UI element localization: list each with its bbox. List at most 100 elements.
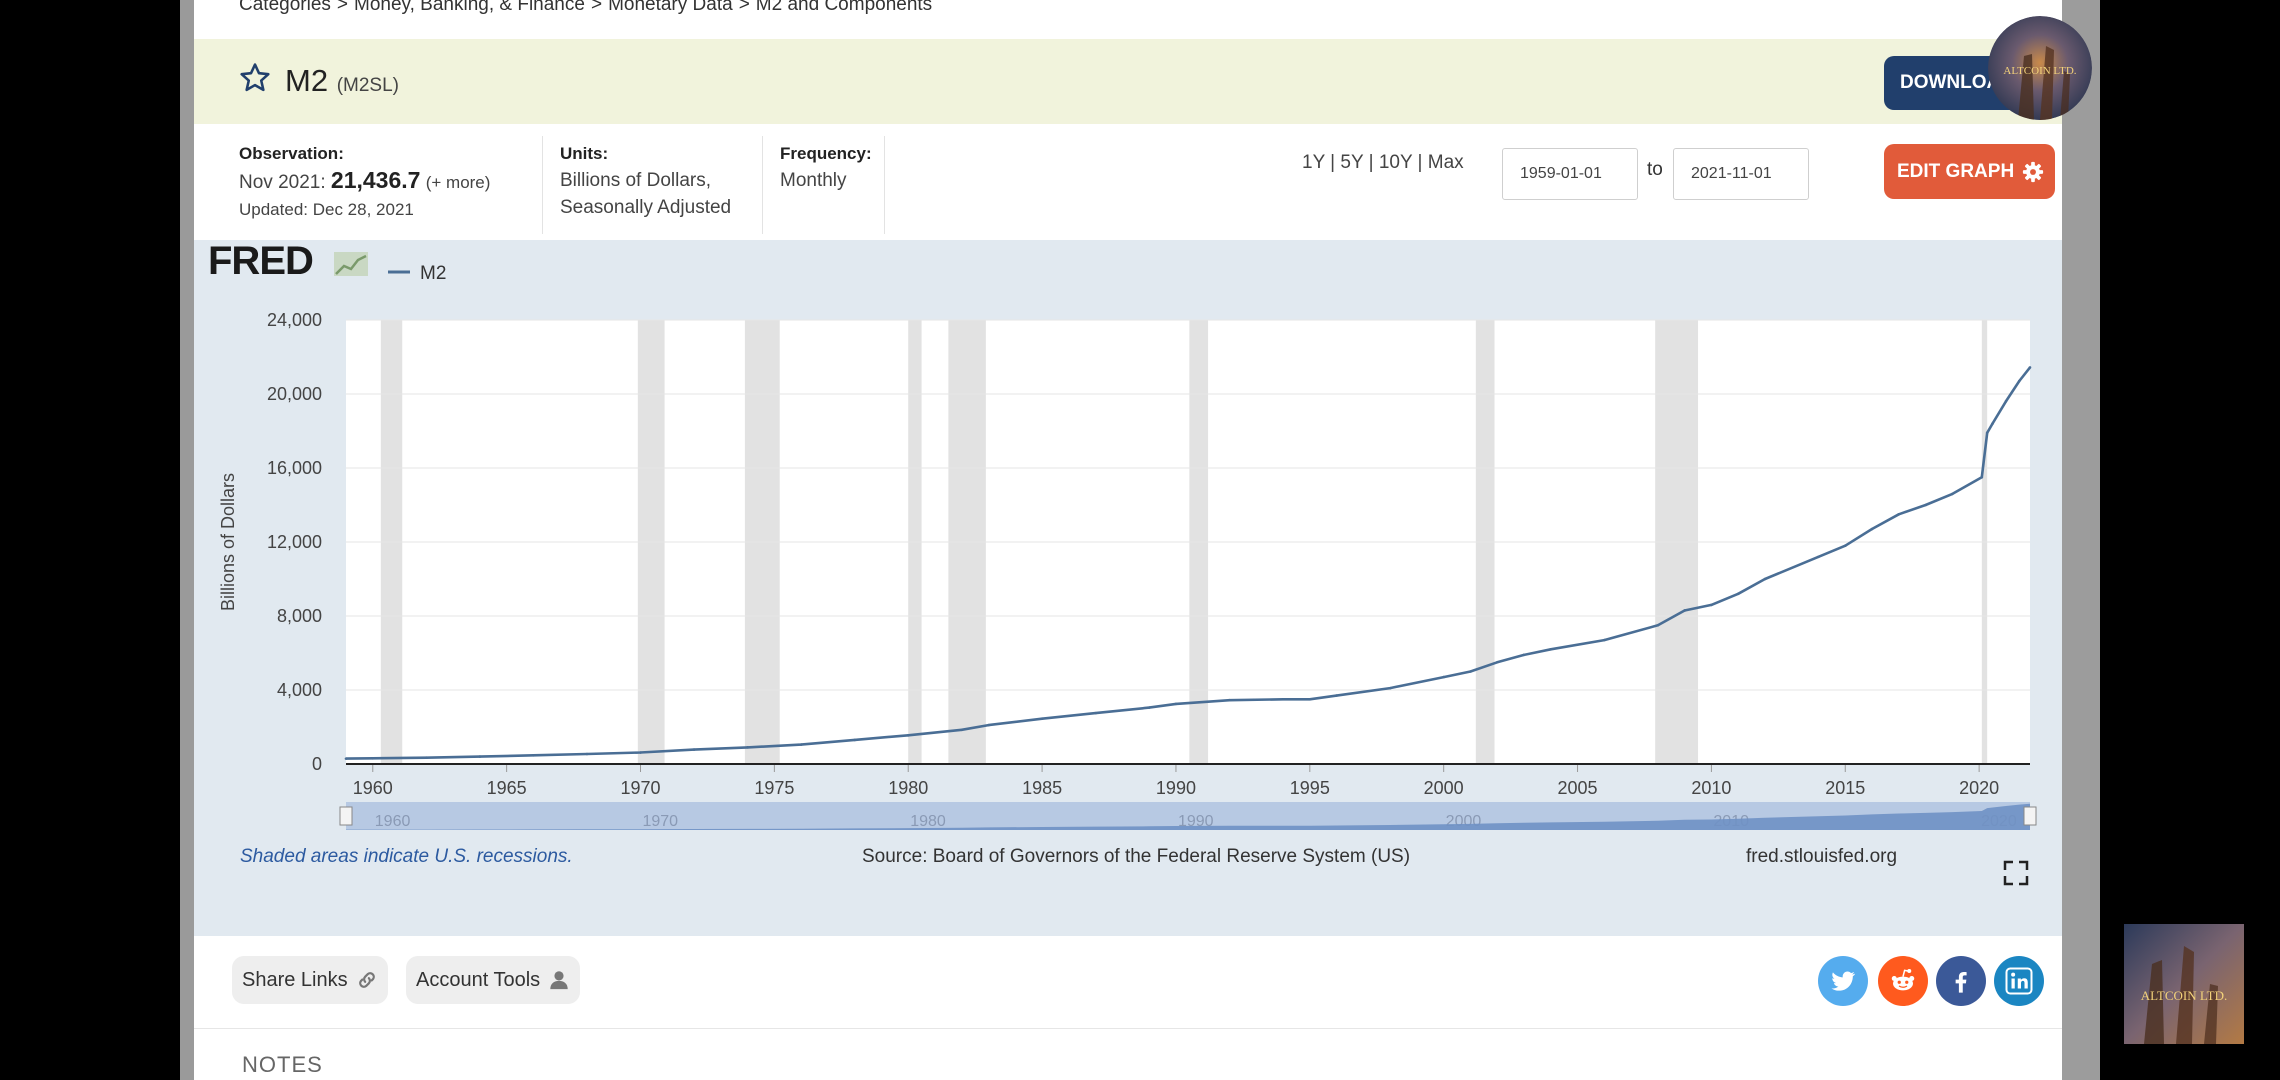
observation-date: Nov 2021: [239, 172, 326, 193]
account-tools-button[interactable]: Account Tools [406, 956, 581, 1004]
chart-panel: FRED M2 0 4,000 8,000 12,000 16,000 20,000 24,… [194, 240, 2062, 936]
data-point [1522, 653, 1526, 657]
facebook-icon [1955, 972, 1967, 993]
data-point [1281, 697, 1285, 701]
nebula-logo-image: ALTCOIN LTD. [2124, 924, 2244, 1044]
x-tick-label: 1970 [620, 778, 660, 798]
range-links: 1Y | 5Y | 10Y | Max [1302, 152, 1464, 173]
reddit-icon [1891, 969, 1915, 991]
range-link-10y[interactable]: 10Y [1378, 152, 1413, 173]
edit-graph-button[interactable]: EDIT GRAPH [1884, 144, 2055, 199]
x-tick-label: 1980 [888, 778, 928, 798]
breadcrumb-item-monetary-data[interactable]: Monetary Data [608, 0, 733, 15]
series-title-bar: M2 (M2SL) DOWNLOAD [194, 39, 2062, 124]
star-icon[interactable] [238, 61, 272, 95]
data-point [960, 728, 964, 732]
fullscreen-icon[interactable] [2003, 860, 2029, 886]
series-name: M2 [285, 63, 329, 98]
y-tick-label: 20,000 [267, 384, 322, 404]
data-point [692, 748, 696, 751]
navigator-label: 1980 [910, 813, 946, 830]
meta-divider [542, 136, 543, 234]
data-point [639, 751, 642, 754]
units-value-line1: Billions of Dollars, [560, 170, 711, 191]
data-point [2017, 379, 2021, 383]
data-point [344, 757, 348, 760]
x-tick-label: 1975 [754, 778, 794, 798]
right-scrollbar[interactable] [2062, 0, 2100, 1080]
end-date-input[interactable] [1673, 148, 1809, 200]
user-icon [550, 971, 568, 990]
units-label: Units: [560, 144, 609, 163]
start-date-input[interactable] [1502, 148, 1638, 200]
frequency-value: Monthly [780, 170, 847, 191]
bottom-toolbar: Share Links Account Tools [194, 936, 2062, 1080]
x-tick-label: 1995 [1290, 778, 1330, 798]
navigator-left-handle[interactable] [339, 806, 353, 826]
navigator-right-handle[interactable] [2023, 806, 2037, 826]
data-point [478, 755, 482, 758]
navigator-label: 1960 [375, 813, 411, 830]
reddit-share-button[interactable] [1878, 956, 1928, 1006]
fred-page: Categories > Money, Banking, & Finance > Mon… [194, 0, 2062, 1080]
data-point [1991, 422, 1994, 425]
data-point [1980, 475, 1984, 479]
twitter-share-button[interactable] [1818, 956, 1868, 1006]
series-layer [344, 366, 2032, 760]
data-point [1985, 431, 1989, 435]
x-tick-label: 1960 [353, 778, 393, 798]
x-tick-label: 1965 [487, 778, 527, 798]
share-links-label: Share Links [242, 968, 348, 991]
fred-logo-text: FRED [208, 240, 313, 283]
breadcrumb-item-categories[interactable]: Categories [239, 0, 331, 15]
range-link-1y[interactable]: 1Y [1302, 152, 1325, 173]
series-line-m2 [345, 366, 2032, 760]
breadcrumb-item-money-banking[interactable]: Money, Banking, & Finance [354, 0, 585, 15]
source-text: Source: Board of Governors of the Federa… [862, 846, 1410, 867]
y-axis-label: Billions of Dollars [218, 473, 238, 611]
units-block: Units: Billions of Dollars, Seasonally A… [560, 140, 731, 221]
to-label: to [1647, 159, 1663, 180]
notes-divider [194, 1028, 2062, 1029]
fred-logo-graph-line [335, 254, 367, 275]
data-point [1763, 577, 1767, 581]
breadcrumb-separator: > [590, 0, 603, 15]
data-point [1817, 555, 1820, 559]
linkedin-share-button[interactable] [1994, 956, 2044, 1006]
data-point [1308, 697, 1312, 701]
facebook-share-button[interactable] [1936, 956, 1986, 1006]
x-tick-label: 2005 [1558, 778, 1598, 798]
data-point [1603, 638, 1606, 642]
x-tick-label: 2015 [1825, 778, 1865, 798]
range-link-max[interactable]: Max [1427, 152, 1464, 173]
data-point [1040, 717, 1044, 720]
altcoin-watermark-square: ALTCOIN LTD. [2124, 924, 2244, 1044]
breadcrumb-separator: > [738, 0, 750, 15]
share-links-button[interactable]: Share Links [232, 956, 388, 1004]
range-link-5y[interactable]: 5Y [1340, 152, 1364, 173]
legend-label-m2: M2 [420, 263, 446, 284]
altcoin-watermark-badge: ALTCOIN LTD. [1988, 16, 2092, 120]
x-tick-label: 1985 [1022, 778, 1062, 798]
data-point [1656, 623, 1660, 627]
data-point [2004, 400, 2008, 403]
fred-site-text: fred.stlouisfed.org [1746, 846, 1897, 867]
observation-label: Observation: [239, 144, 344, 163]
frequency-block: Frequency: Monthly [780, 140, 872, 194]
observation-value: 21,436.7 [330, 167, 421, 193]
more-observations-link[interactable]: (+ more) [425, 173, 491, 192]
y-tick-label: 12,000 [267, 532, 322, 552]
updated-date: Updated: Dec 28, 2021 [239, 200, 414, 219]
recession-note-link[interactable]: Shaded areas indicate U.S. recessions. [240, 846, 573, 867]
observation-block: Observation: Nov 2021: 21,436.7 (+ more)… [239, 140, 490, 223]
fred-logo[interactable]: FRED [208, 240, 368, 283]
y-tick-label: 4,000 [277, 680, 322, 700]
m2-line-chart[interactable]: FRED M2 0 4,000 8,000 12,000 16,000 20,000 24,… [194, 240, 2062, 936]
data-point [1736, 592, 1740, 596]
data-point [746, 746, 749, 749]
breadcrumb-item-m2-components[interactable]: M2 and Components [755, 0, 933, 15]
navigator-label: 1990 [1178, 813, 1214, 830]
linkedin-icon [2005, 967, 2033, 995]
account-tools-label: Account Tools [416, 968, 541, 991]
y-tick-label: 0 [312, 754, 322, 774]
